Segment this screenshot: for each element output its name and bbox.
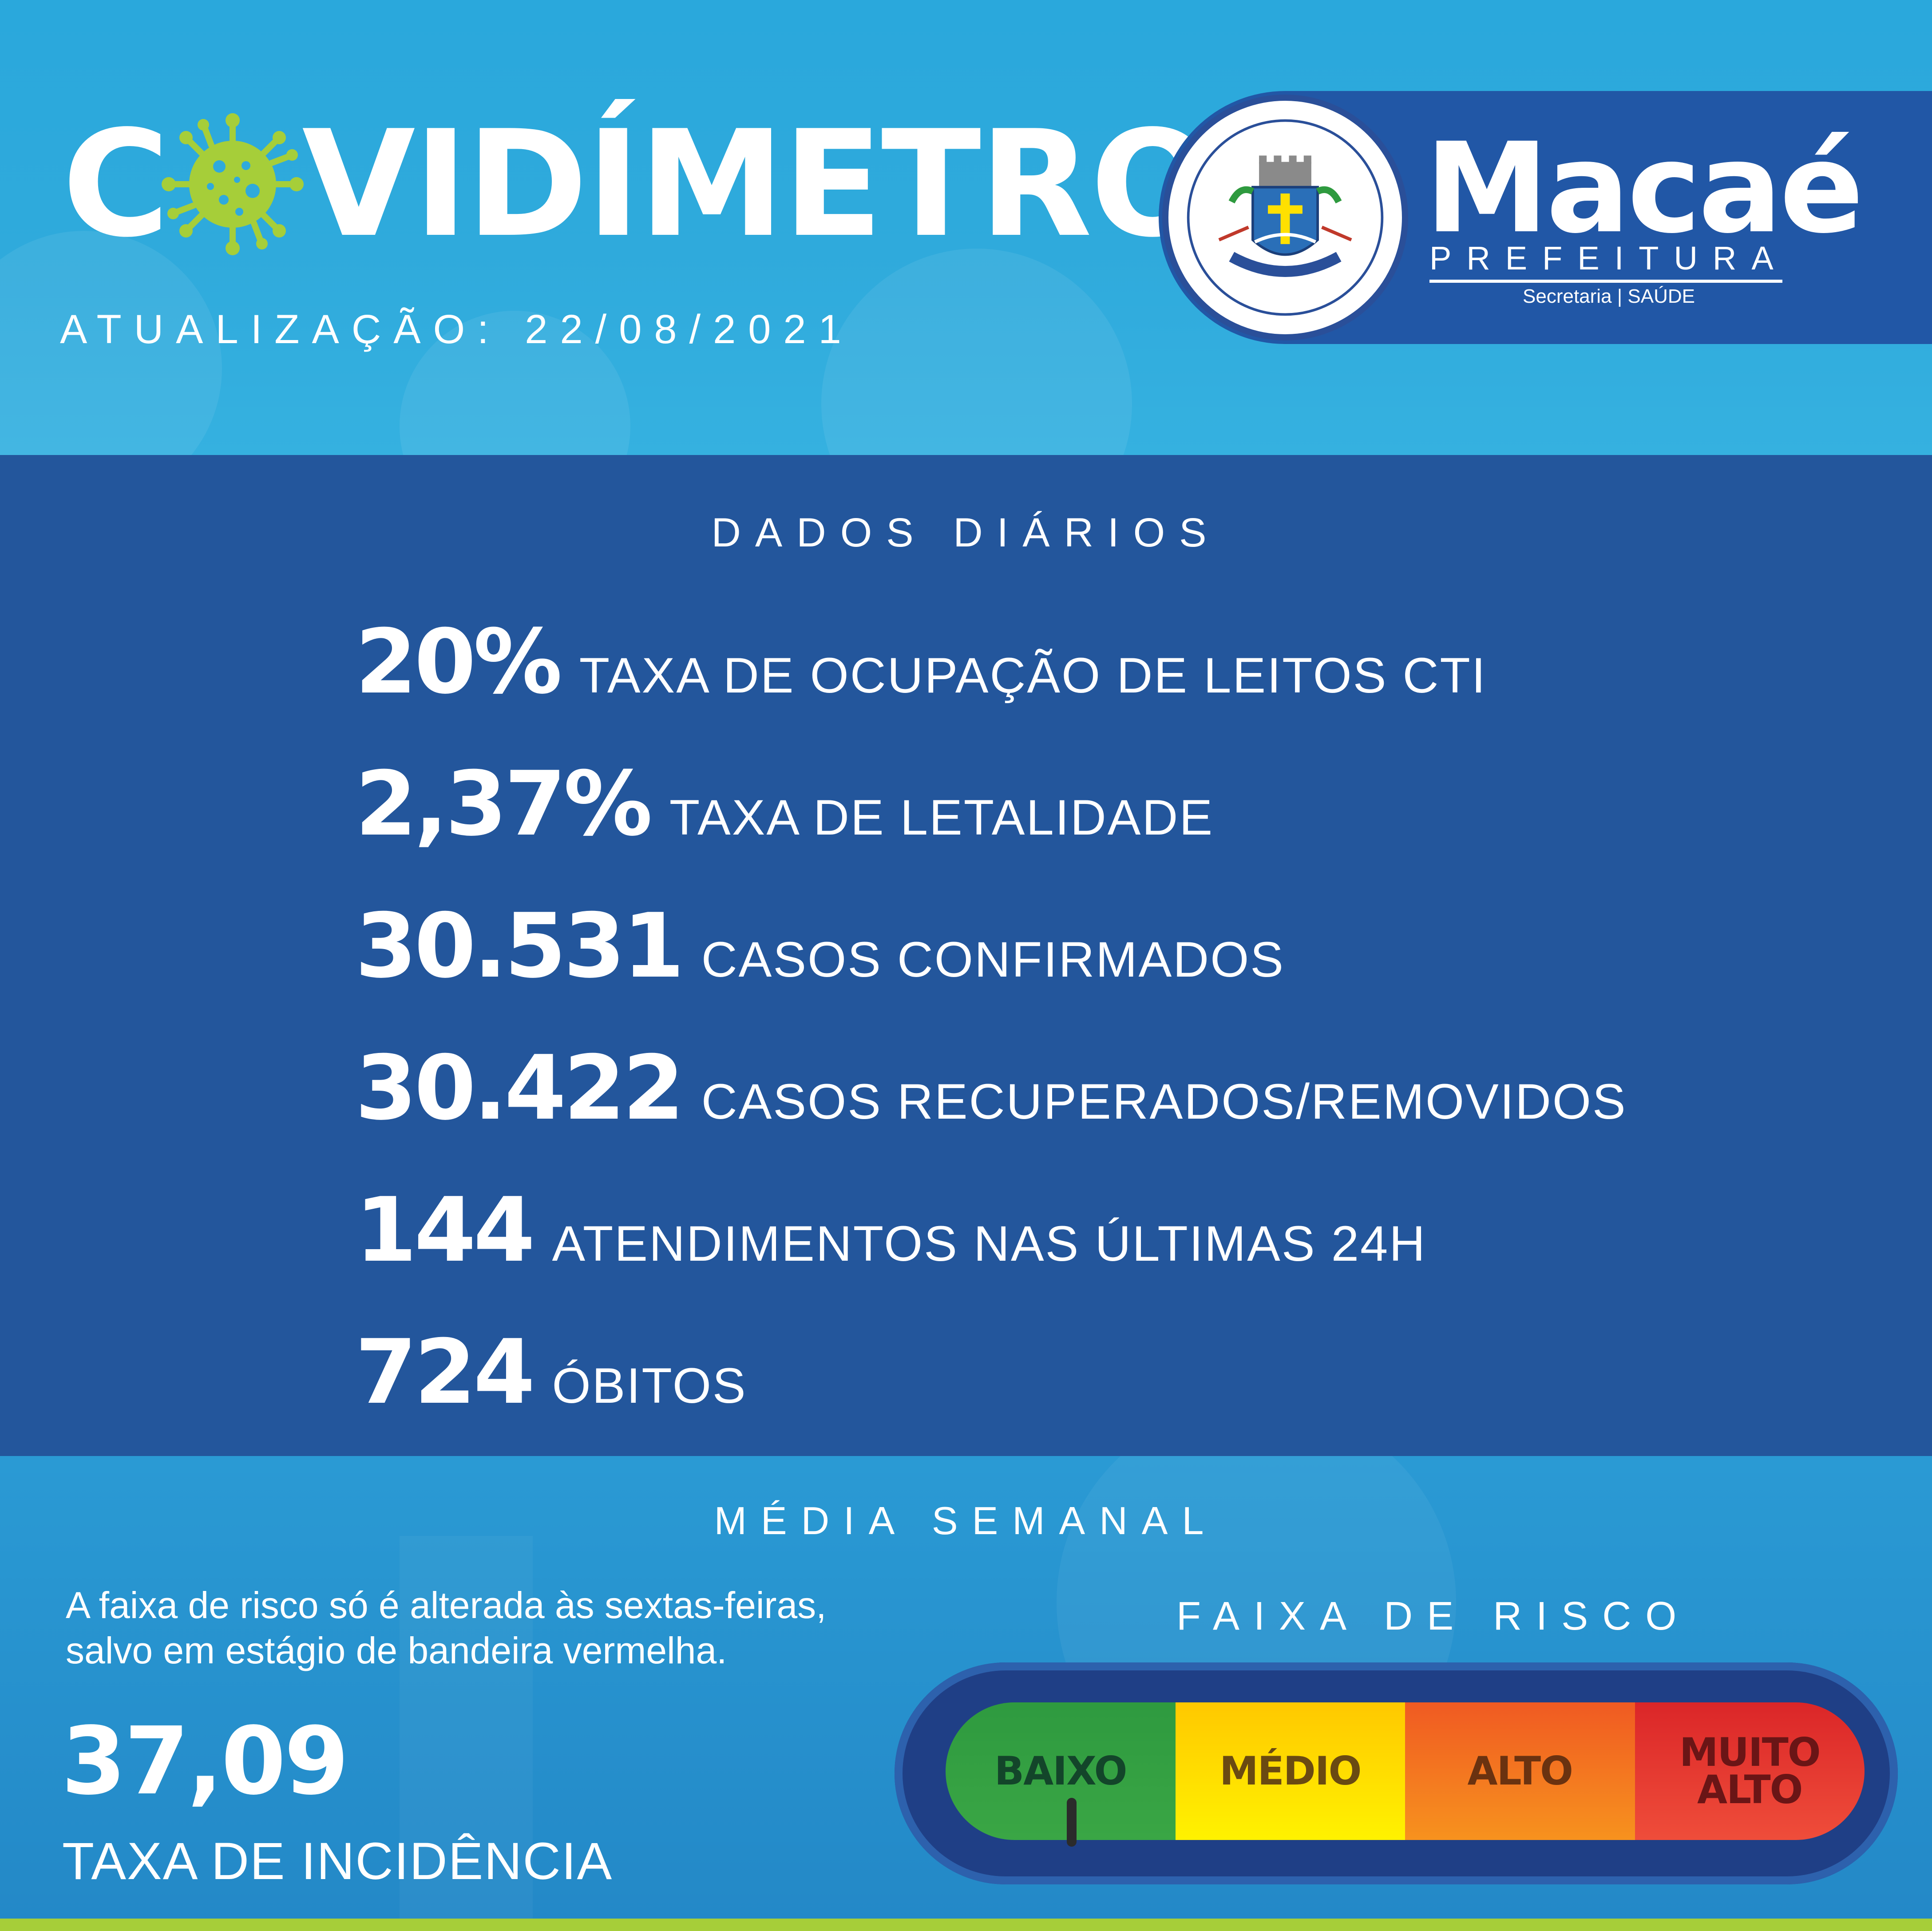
brand-subtitle: PREFEITURA: [1429, 240, 1789, 277]
virus-icon: [162, 113, 304, 255]
stat-value: 2,37%: [355, 752, 653, 856]
stat-value: 20%: [355, 610, 562, 714]
daily-data-heading: DADOS DIÁRIOS: [711, 510, 1221, 555]
brand-department: Secretaria | SAÚDE: [1523, 285, 1695, 307]
stat-value: 144: [355, 1179, 535, 1282]
bottom-accent-strip: [0, 1919, 1932, 1931]
stat-row: 20% TAXA DE OCUPAÇÃO DE LEITOS CTI: [355, 610, 1487, 714]
risk-level-label-line: ALTO: [1697, 1767, 1803, 1812]
stat-value: 724: [355, 1321, 535, 1424]
stat-label: TAXA DE OCUPAÇÃO DE LEITOS CTI: [579, 648, 1487, 703]
stat-row: 2,37% TAXA DE LETALIDADE: [355, 752, 1214, 856]
stat-label: CASOS CONFIRMADOS: [701, 932, 1285, 987]
stat-value: 30.531: [355, 894, 685, 998]
risk-heading: FAIXA DE RISCO: [1176, 1594, 1691, 1638]
risk-level-label: ALTO: [1467, 1748, 1573, 1794]
risk-level-label-line: MUITO: [1679, 1729, 1821, 1776]
risk-level-medium: MÉDIO: [1175, 1702, 1405, 1840]
risk-level-label: MUITO ALTO: [1679, 1733, 1821, 1809]
stat-row: 724 ÓBITOS: [355, 1321, 747, 1424]
incidence-value: 37,09: [61, 1707, 349, 1816]
background-pattern-circle: [821, 249, 1132, 455]
page-title: C: [62, 99, 1215, 269]
stat-label: CASOS RECUPERADOS/REMOVIDOS: [701, 1074, 1627, 1129]
title-prefix: C: [62, 99, 170, 269]
risk-indicator-needle: [1067, 1798, 1077, 1847]
incidence-label: TAXA DE INCIDÊNCIA: [62, 1832, 613, 1891]
risk-note-line: A faixa de risco só é alterada às sextas…: [66, 1584, 827, 1626]
risk-level-very-high: MUITO ALTO: [1635, 1702, 1865, 1840]
city-seal-icon: [1162, 95, 1408, 340]
stat-row: 144 ATENDIMENTOS NAS ÚLTIMAS 24H: [355, 1179, 1427, 1282]
stat-label: TAXA DE LETALIDADE: [669, 790, 1214, 845]
stat-value: 30.422: [355, 1037, 685, 1140]
weekly-heading: MÉDIA SEMANAL: [714, 1499, 1218, 1543]
risk-level-label: MÉDIO: [1219, 1748, 1362, 1794]
stat-label: ÓBITOS: [552, 1358, 747, 1413]
update-date: ATUALIZAÇÃO: 22/08/2021: [60, 307, 854, 352]
risk-level-low: BAIXO: [946, 1702, 1176, 1840]
risk-meter: BAIXO MÉDIO ALTO MUITO ALTO: [946, 1702, 1865, 1840]
title-suffix: VIDÍMETRO: [302, 99, 1215, 269]
risk-level-high: ALTO: [1405, 1702, 1635, 1840]
risk-note-line: salvo em estágio de bandeira vermelha.: [66, 1630, 727, 1672]
daily-data-panel: [0, 455, 1932, 1456]
brand-name: Macaé: [1425, 116, 1864, 261]
risk-note: A faixa de risco só é alterada às sextas…: [66, 1583, 931, 1674]
stat-label: ATENDIMENTOS NAS ÚLTIMAS 24H: [552, 1216, 1427, 1271]
stat-row: 30.422 CASOS RECUPERADOS/REMOVIDOS: [355, 1037, 1627, 1140]
risk-level-label: BAIXO: [994, 1748, 1127, 1794]
background-pattern-bar: [400, 1536, 533, 1931]
brand-divider: [1429, 280, 1782, 283]
stat-row: 30.531 CASOS CONFIRMADOS: [355, 894, 1285, 998]
